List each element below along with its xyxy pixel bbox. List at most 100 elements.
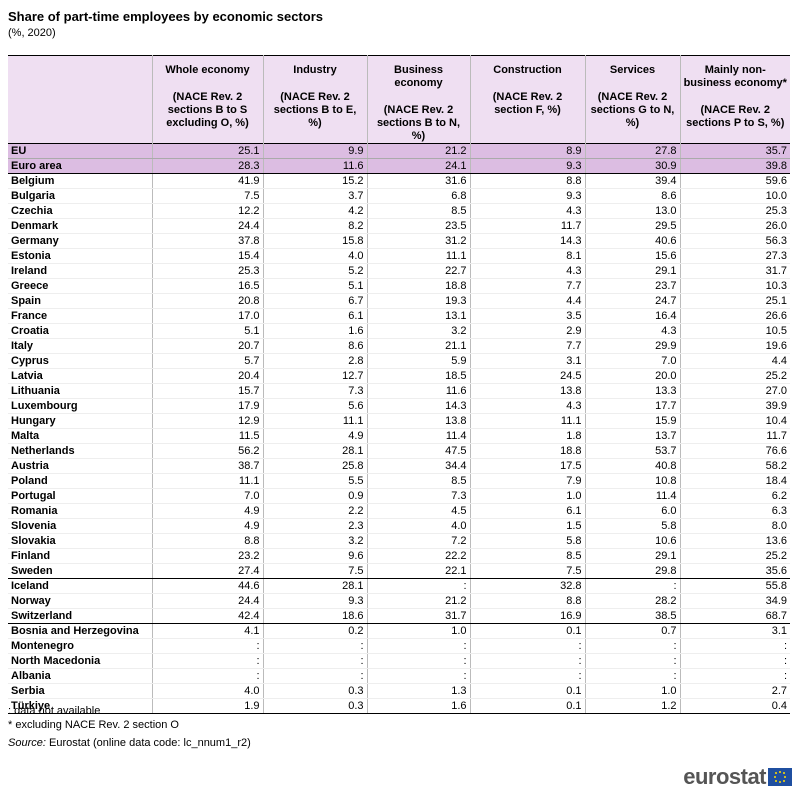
cell: 10.4 (679, 413, 790, 429)
cell: 7.3 (366, 488, 470, 504)
row-label: Cyprus (8, 353, 152, 369)
cell: 7.7 (469, 338, 585, 354)
cell: 3.5 (469, 308, 585, 324)
row-label: France (8, 308, 152, 324)
cell: 10.8 (584, 473, 680, 489)
cell: 9.6 (262, 548, 367, 564)
cell: 8.8 (469, 593, 585, 609)
cell: 35.7 (679, 143, 790, 159)
note: : data not available (8, 705, 101, 717)
table-row: Malta 11.5 4.9 11.4 1.8 13.7 11.7 (8, 428, 790, 444)
cell: 21.2 (366, 593, 470, 609)
cell: 4.9 (151, 518, 263, 534)
cell: 11.1 (469, 413, 585, 429)
column-title: Industry (293, 64, 337, 76)
cell: 39.4 (584, 173, 680, 189)
table-row: Serbia 4.0 0.3 1.3 0.1 1.0 2.7 (8, 683, 790, 699)
cell: 1.0 (469, 488, 585, 504)
cell: 3.2 (366, 323, 470, 339)
cell: 13.0 (584, 203, 680, 219)
table-row: North Macedonia:::::: (8, 653, 790, 669)
cell: 17.5 (469, 458, 585, 474)
cell: 68.7 (679, 608, 790, 624)
cell: 0.1 (469, 698, 585, 714)
cell: 28.2 (584, 593, 680, 609)
cell: 8.6 (262, 338, 367, 354)
cell: 4.3 (584, 323, 680, 339)
row-label: Denmark (8, 218, 152, 234)
cell: 4.9 (262, 428, 367, 444)
row-label: North Macedonia (8, 653, 152, 669)
cell: 20.0 (584, 368, 680, 384)
cell: 5.7 (151, 353, 263, 369)
cell: 7.2 (366, 533, 470, 549)
table-row: Slovenia 4.9 2.3 4.0 1.5 5.8 8.0 (8, 518, 790, 534)
row-label: Albania (8, 668, 152, 684)
cell: : (469, 653, 585, 669)
cell: : (262, 668, 367, 684)
cell: : (679, 653, 790, 669)
cell: 21.2 (366, 143, 470, 159)
row-label: Serbia (8, 683, 152, 699)
row-label: Malta (8, 428, 152, 444)
source-text: Eurostat (online data code: lc_nnum1_r2) (48, 737, 251, 749)
cell: 4.0 (366, 518, 470, 534)
cell: 18.4 (679, 473, 790, 489)
cell: 25.1 (151, 143, 263, 159)
column-header: Construction (NACE Rev. 2 section F, %) (469, 55, 585, 144)
table-row: Montenegro:::::: (8, 638, 790, 654)
cell: 16.5 (151, 278, 263, 294)
cell: 30.9 (584, 158, 680, 174)
column-title: Business economy (394, 64, 443, 89)
row-label: Hungary (8, 413, 152, 429)
cell: : (151, 653, 263, 669)
table-row: Bulgaria 7.5 3.7 6.8 9.3 8.6 10.0 (8, 188, 790, 204)
cell: 12.9 (151, 413, 263, 429)
cell: 7.9 (469, 473, 585, 489)
row-label: Germany (8, 233, 152, 249)
cell: 31.2 (366, 233, 470, 249)
table-row: Sweden 27.4 7.5 22.1 7.5 29.8 35.6 (8, 563, 790, 579)
cell: : (366, 638, 470, 654)
cell: 23.5 (366, 218, 470, 234)
row-label: Italy (8, 338, 152, 354)
table-row: Belgium 41.9 15.2 31.6 8.8 39.4 59.6 (8, 173, 790, 189)
cell: 25.1 (679, 293, 790, 309)
cell: 17.9 (151, 398, 263, 414)
cell: 0.4 (679, 698, 790, 714)
cell: 39.9 (679, 398, 790, 414)
cell: 38.5 (584, 608, 680, 624)
cell: : (679, 638, 790, 654)
cell: 4.4 (679, 353, 790, 369)
table-row: Estonia 15.4 4.0 11.1 8.1 15.6 27.3 (8, 248, 790, 264)
cell: 8.2 (262, 218, 367, 234)
row-label: Romania (8, 503, 152, 519)
cell: 7.7 (469, 278, 585, 294)
table-row: Netherlands 56.2 28.1 47.5 18.8 53.7 76.6 (8, 443, 790, 459)
cell: 17.7 (584, 398, 680, 414)
cell: 13.6 (679, 533, 790, 549)
cell: 31.7 (366, 608, 470, 624)
cell: 8.1 (469, 248, 585, 264)
cell: 8.9 (469, 143, 585, 159)
row-label: EU (8, 143, 152, 159)
cell: 4.3 (469, 203, 585, 219)
cell: 5.5 (262, 473, 367, 489)
column-title: Whole economy (165, 64, 250, 76)
table-row: Czechia 12.2 4.2 8.5 4.3 13.0 25.3 (8, 203, 790, 219)
cell: 7.5 (151, 188, 263, 204)
table-row: Portugal 7.0 0.9 7.3 1.0 11.4 6.2 (8, 488, 790, 504)
cell: 18.6 (262, 608, 367, 624)
cell: 15.7 (151, 383, 263, 399)
cell: 26.0 (679, 218, 790, 234)
column-subtitle: (NACE Rev. 2 sections G to N, %) (590, 91, 675, 129)
cell: 8.5 (469, 548, 585, 564)
cell: 37.8 (151, 233, 263, 249)
cell: 15.4 (151, 248, 263, 264)
cell: 3.2 (262, 533, 367, 549)
cell: 11.1 (262, 413, 367, 429)
cell: 28.1 (262, 443, 367, 459)
table-row: Iceland 44.6 28.1:32.8:55.8 (8, 578, 790, 594)
cell: 23.2 (151, 548, 263, 564)
cell: 58.2 (679, 458, 790, 474)
